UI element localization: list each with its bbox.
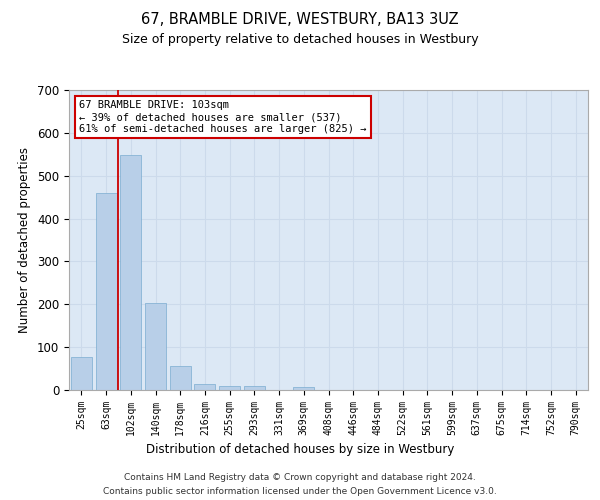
Bar — [71, 356, 92, 390]
Bar — [120, 155, 141, 390]
Text: Distribution of detached houses by size in Westbury: Distribution of detached houses by size … — [146, 442, 454, 456]
Y-axis label: Number of detached properties: Number of detached properties — [19, 147, 31, 333]
Text: 67 BRAMBLE DRIVE: 103sqm
← 39% of detached houses are smaller (537)
61% of semi-: 67 BRAMBLE DRIVE: 103sqm ← 39% of detach… — [79, 100, 367, 134]
Bar — [244, 386, 265, 390]
Bar — [95, 193, 116, 390]
Bar — [219, 386, 240, 390]
Bar — [293, 386, 314, 390]
Bar — [145, 303, 166, 390]
Bar — [170, 366, 191, 390]
Text: 67, BRAMBLE DRIVE, WESTBURY, BA13 3UZ: 67, BRAMBLE DRIVE, WESTBURY, BA13 3UZ — [141, 12, 459, 28]
Text: Contains public sector information licensed under the Open Government Licence v3: Contains public sector information licen… — [103, 488, 497, 496]
Bar — [194, 384, 215, 390]
Text: Contains HM Land Registry data © Crown copyright and database right 2024.: Contains HM Land Registry data © Crown c… — [124, 472, 476, 482]
Text: Size of property relative to detached houses in Westbury: Size of property relative to detached ho… — [122, 32, 478, 46]
